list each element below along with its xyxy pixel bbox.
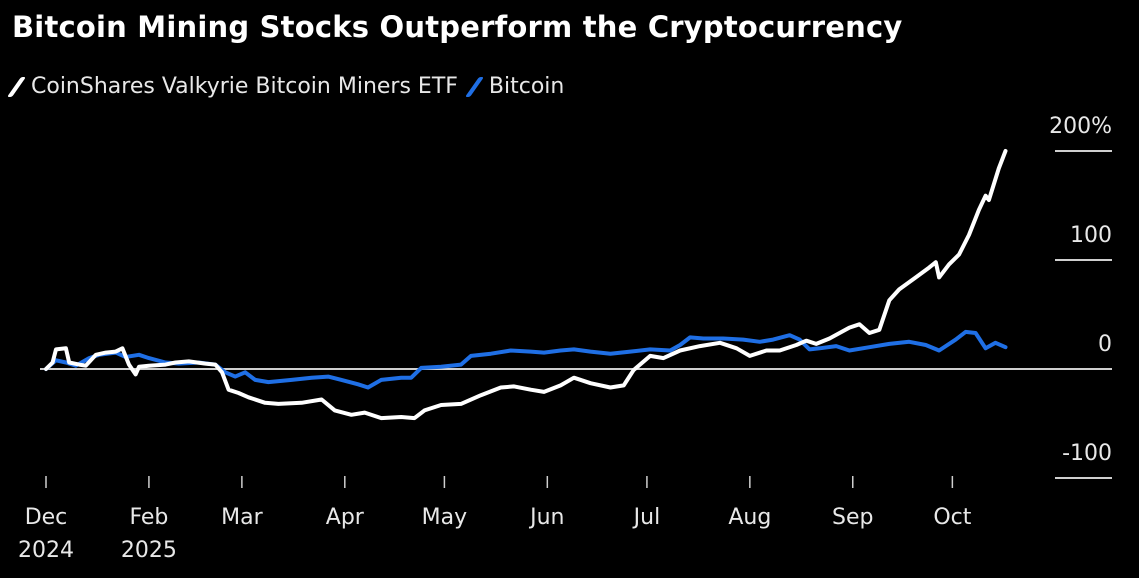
series-line-etf — [44, 149, 1008, 421]
x-tick-year-label: 2024 — [18, 538, 74, 563]
legend: CoinShares Valkyrie Bitcoin Miners ETF B… — [6, 74, 578, 99]
x-tick-label: Sep — [832, 505, 873, 530]
legend-label-bitcoin: Bitcoin — [488, 74, 565, 99]
legend-label-etf: CoinShares Valkyrie Bitcoin Miners ETF — [31, 74, 458, 99]
y-tick-label: 200% — [1049, 114, 1112, 139]
x-tick-label: Dec — [25, 505, 68, 530]
legend-item-etf: CoinShares Valkyrie Bitcoin Miners ETF — [6, 74, 458, 99]
x-tick-label: Jul — [632, 505, 661, 530]
y-tick-label: 100 — [1070, 223, 1112, 248]
y-tick-label: 0 — [1098, 332, 1112, 357]
x-tick-year-label: 2025 — [121, 538, 177, 563]
x-tick-label: Jun — [528, 505, 564, 530]
x-tick-label: May — [422, 505, 467, 530]
x-tick-label: Oct — [933, 505, 971, 530]
x-tick-label: Mar — [221, 505, 263, 530]
y-tick-label: -100 — [1062, 441, 1112, 466]
x-tick-label: Feb — [129, 505, 168, 530]
chart-title: Bitcoin Mining Stocks Outperform the Cry… — [12, 10, 903, 44]
legend-item-bitcoin: Bitcoin — [464, 74, 565, 99]
x-tick-label: Apr — [326, 505, 365, 530]
x-tick-label: Aug — [728, 505, 771, 530]
